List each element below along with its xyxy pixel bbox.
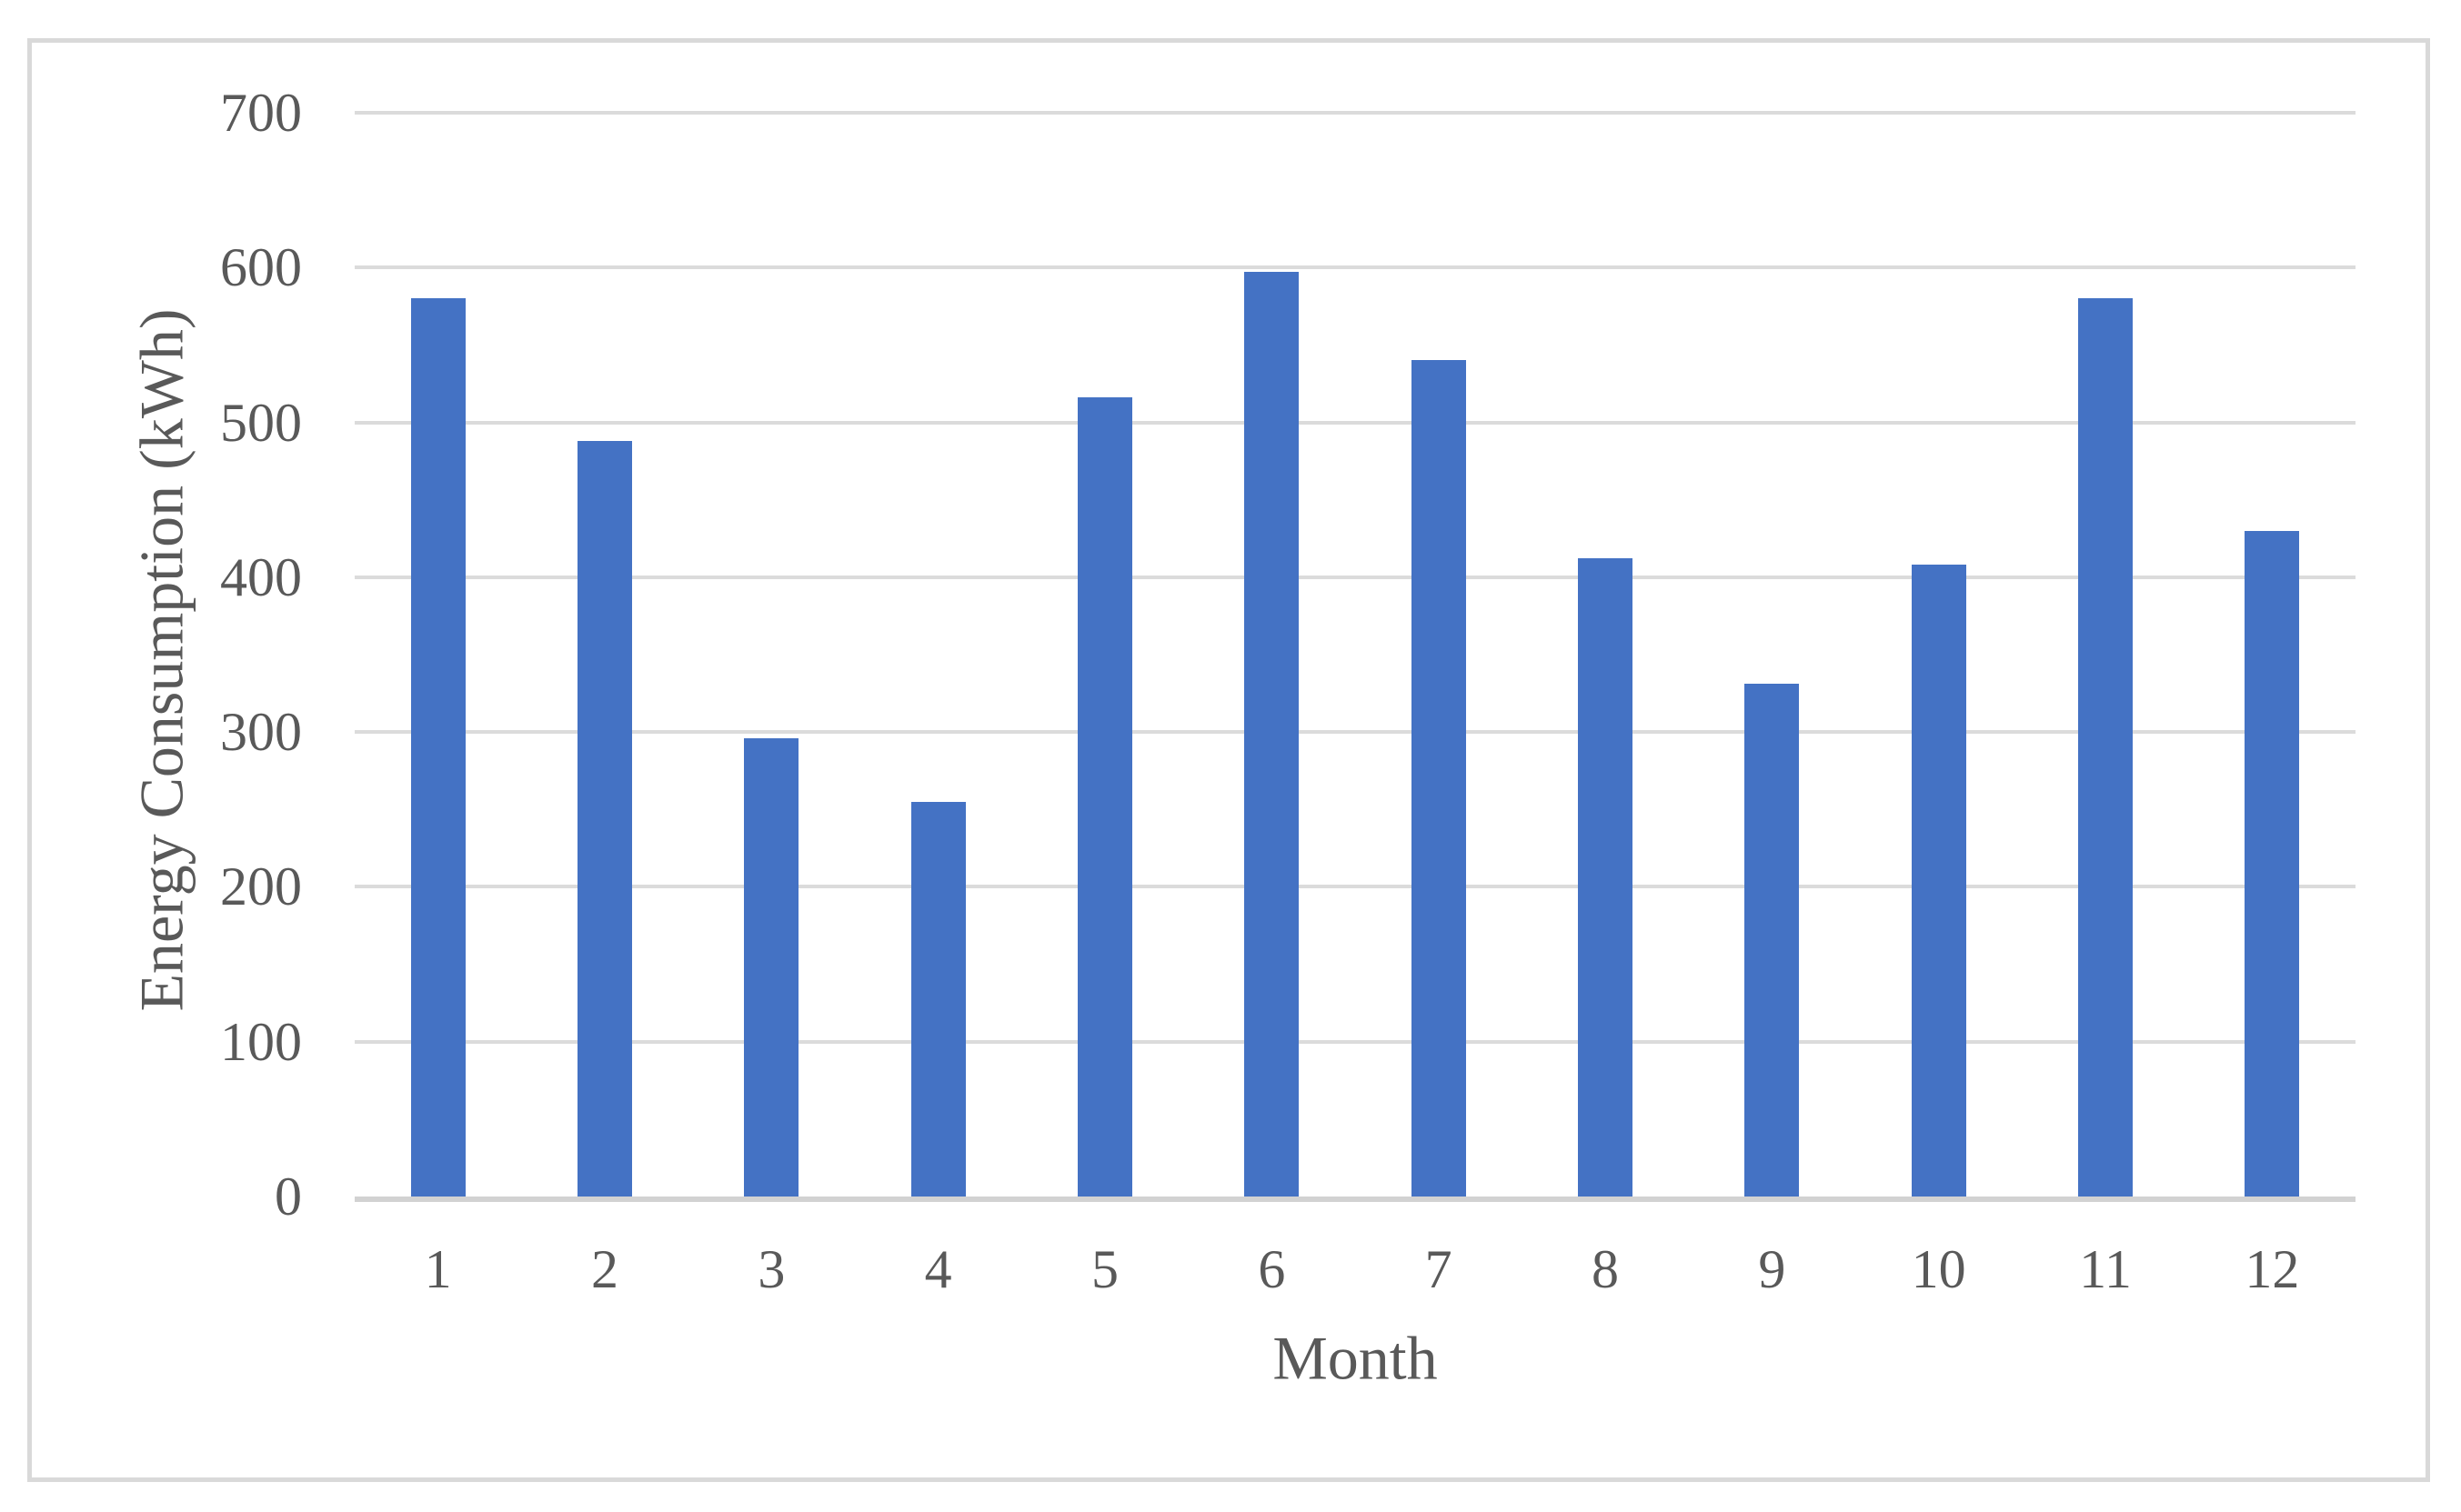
y-tick-label-300: 300 <box>220 702 302 763</box>
x-tick-label-11: 11 <box>2079 1239 2132 1299</box>
y-tick-label-700: 700 <box>220 83 302 143</box>
bar-month-3 <box>744 737 799 1197</box>
bar-month-9 <box>1744 684 1800 1197</box>
y-tick-label-0: 0 <box>275 1167 302 1227</box>
gridline-500 <box>355 420 2356 425</box>
bar-month-6 <box>1244 272 1300 1197</box>
bar-month-8 <box>1578 558 1632 1197</box>
x-axis-title: Month <box>1272 1323 1438 1393</box>
bar-month-5 <box>1078 397 1132 1197</box>
gridline-300 <box>355 730 2356 735</box>
x-tick-label-1: 1 <box>424 1239 452 1299</box>
y-tick-label-100: 100 <box>220 1011 302 1072</box>
bar-month-10 <box>1911 565 1966 1197</box>
x-axis-line <box>355 1197 2356 1202</box>
gridline-700 <box>355 111 2356 115</box>
gridline-400 <box>355 575 2356 579</box>
gridline-100 <box>355 1039 2356 1044</box>
gridline-200 <box>355 885 2356 889</box>
x-tick-label-8: 8 <box>1592 1239 1619 1299</box>
bar-month-11 <box>2078 298 2133 1197</box>
y-tick-label-600: 600 <box>220 237 302 298</box>
bar-month-2 <box>578 441 632 1197</box>
bar-month-4 <box>910 801 966 1197</box>
y-tick-label-500: 500 <box>220 392 302 453</box>
x-tick-label-10: 10 <box>1911 1239 1966 1299</box>
y-axis-title: Energy Consumption (kWh) <box>126 308 196 1012</box>
y-tick-label-400: 400 <box>220 546 302 607</box>
bar-month-7 <box>1411 360 1466 1197</box>
x-tick-label-3: 3 <box>758 1239 786 1299</box>
x-tick-label-12: 12 <box>2245 1239 2300 1299</box>
bar-month-1 <box>410 298 466 1197</box>
x-tick-label-7: 7 <box>1424 1239 1452 1299</box>
x-tick-label-6: 6 <box>1258 1239 1286 1299</box>
x-tick-label-2: 2 <box>591 1239 618 1299</box>
x-tick-label-9: 9 <box>1758 1239 1786 1299</box>
gridline-600 <box>355 265 2356 270</box>
x-tick-label-5: 5 <box>1091 1239 1119 1299</box>
bar-month-12 <box>2245 530 2300 1197</box>
y-tick-label-200: 200 <box>220 856 302 917</box>
x-tick-label-4: 4 <box>924 1239 952 1299</box>
